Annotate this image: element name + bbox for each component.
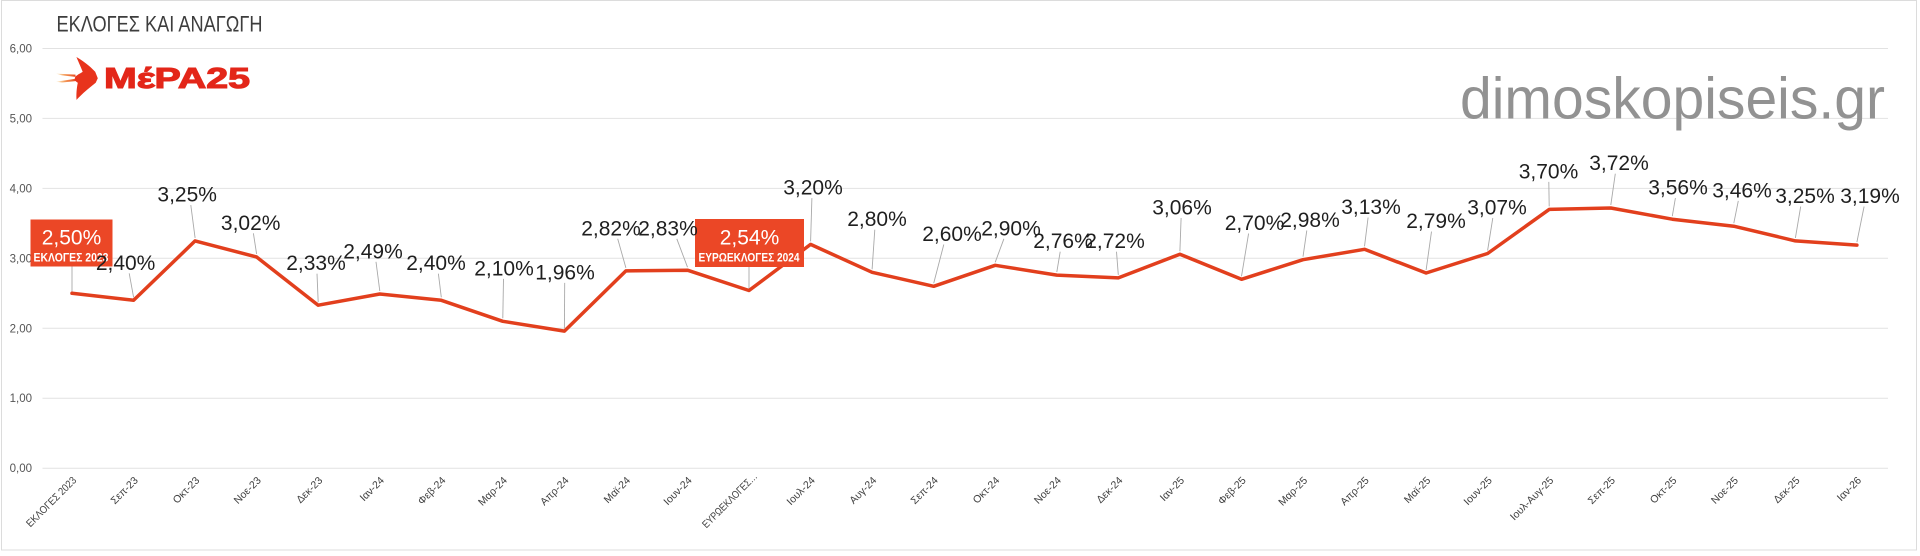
svg-text:1,00: 1,00: [10, 393, 32, 405]
svg-text:2,82%: 2,82%: [581, 217, 641, 240]
svg-text:2,72%: 2,72%: [1085, 230, 1145, 253]
svg-text:4,00: 4,00: [10, 183, 32, 195]
svg-text:2,60%: 2,60%: [922, 223, 982, 246]
svg-text:2,90%: 2,90%: [981, 217, 1041, 240]
svg-text:3,56%: 3,56%: [1648, 177, 1708, 200]
svg-text:ΕΥΡΩΕΚΛΟΓΕΣ 2024: ΕΥΡΩΕΚΛΟΓΕΣ 2024: [699, 253, 801, 265]
svg-text:2,76%: 2,76%: [1033, 230, 1093, 253]
svg-text:3,20%: 3,20%: [783, 177, 843, 200]
svg-text:2,54%: 2,54%: [720, 227, 780, 250]
svg-text:3,25%: 3,25%: [1775, 185, 1835, 208]
svg-text:3,00: 3,00: [10, 253, 32, 265]
svg-text:1,96%: 1,96%: [535, 261, 595, 284]
svg-text:3,25%: 3,25%: [157, 184, 217, 207]
svg-text:5,00: 5,00: [10, 113, 32, 125]
svg-text:2,49%: 2,49%: [343, 240, 403, 263]
svg-text:2,80%: 2,80%: [847, 208, 907, 231]
svg-text:3,72%: 3,72%: [1589, 152, 1649, 175]
svg-text:2,40%: 2,40%: [406, 252, 466, 275]
svg-text:3,19%: 3,19%: [1840, 185, 1900, 208]
svg-text:2,00: 2,00: [10, 323, 32, 335]
svg-text:3,07%: 3,07%: [1467, 197, 1527, 220]
svg-text:3,13%: 3,13%: [1341, 196, 1401, 219]
svg-text:3,02%: 3,02%: [221, 212, 281, 235]
svg-text:2,33%: 2,33%: [286, 252, 346, 275]
svg-text:3,46%: 3,46%: [1712, 179, 1772, 202]
svg-text:2,10%: 2,10%: [474, 257, 534, 280]
svg-text:2,70%: 2,70%: [1225, 212, 1285, 235]
svg-text:6,00: 6,00: [10, 44, 32, 56]
svg-text:3,06%: 3,06%: [1152, 197, 1212, 220]
svg-text:2,83%: 2,83%: [638, 217, 698, 240]
svg-text:ΜέΡΑ25: ΜέΡΑ25: [104, 63, 250, 95]
svg-text:dimoskopiseis.gr: dimoskopiseis.gr: [1460, 67, 1885, 132]
svg-text:2,79%: 2,79%: [1406, 210, 1466, 233]
svg-text:2,50%: 2,50%: [42, 227, 102, 250]
svg-text:0,00: 0,00: [10, 463, 32, 475]
svg-text:3,70%: 3,70%: [1519, 160, 1579, 183]
svg-text:ΕΚΛΟΓΕΣ ΚΑΙ ΑΝΑΓΩΓΗ: ΕΚΛΟΓΕΣ ΚΑΙ ΑΝΑΓΩΓΗ: [57, 12, 263, 37]
svg-text:2,40%: 2,40%: [96, 252, 156, 275]
svg-text:2,98%: 2,98%: [1280, 209, 1340, 232]
